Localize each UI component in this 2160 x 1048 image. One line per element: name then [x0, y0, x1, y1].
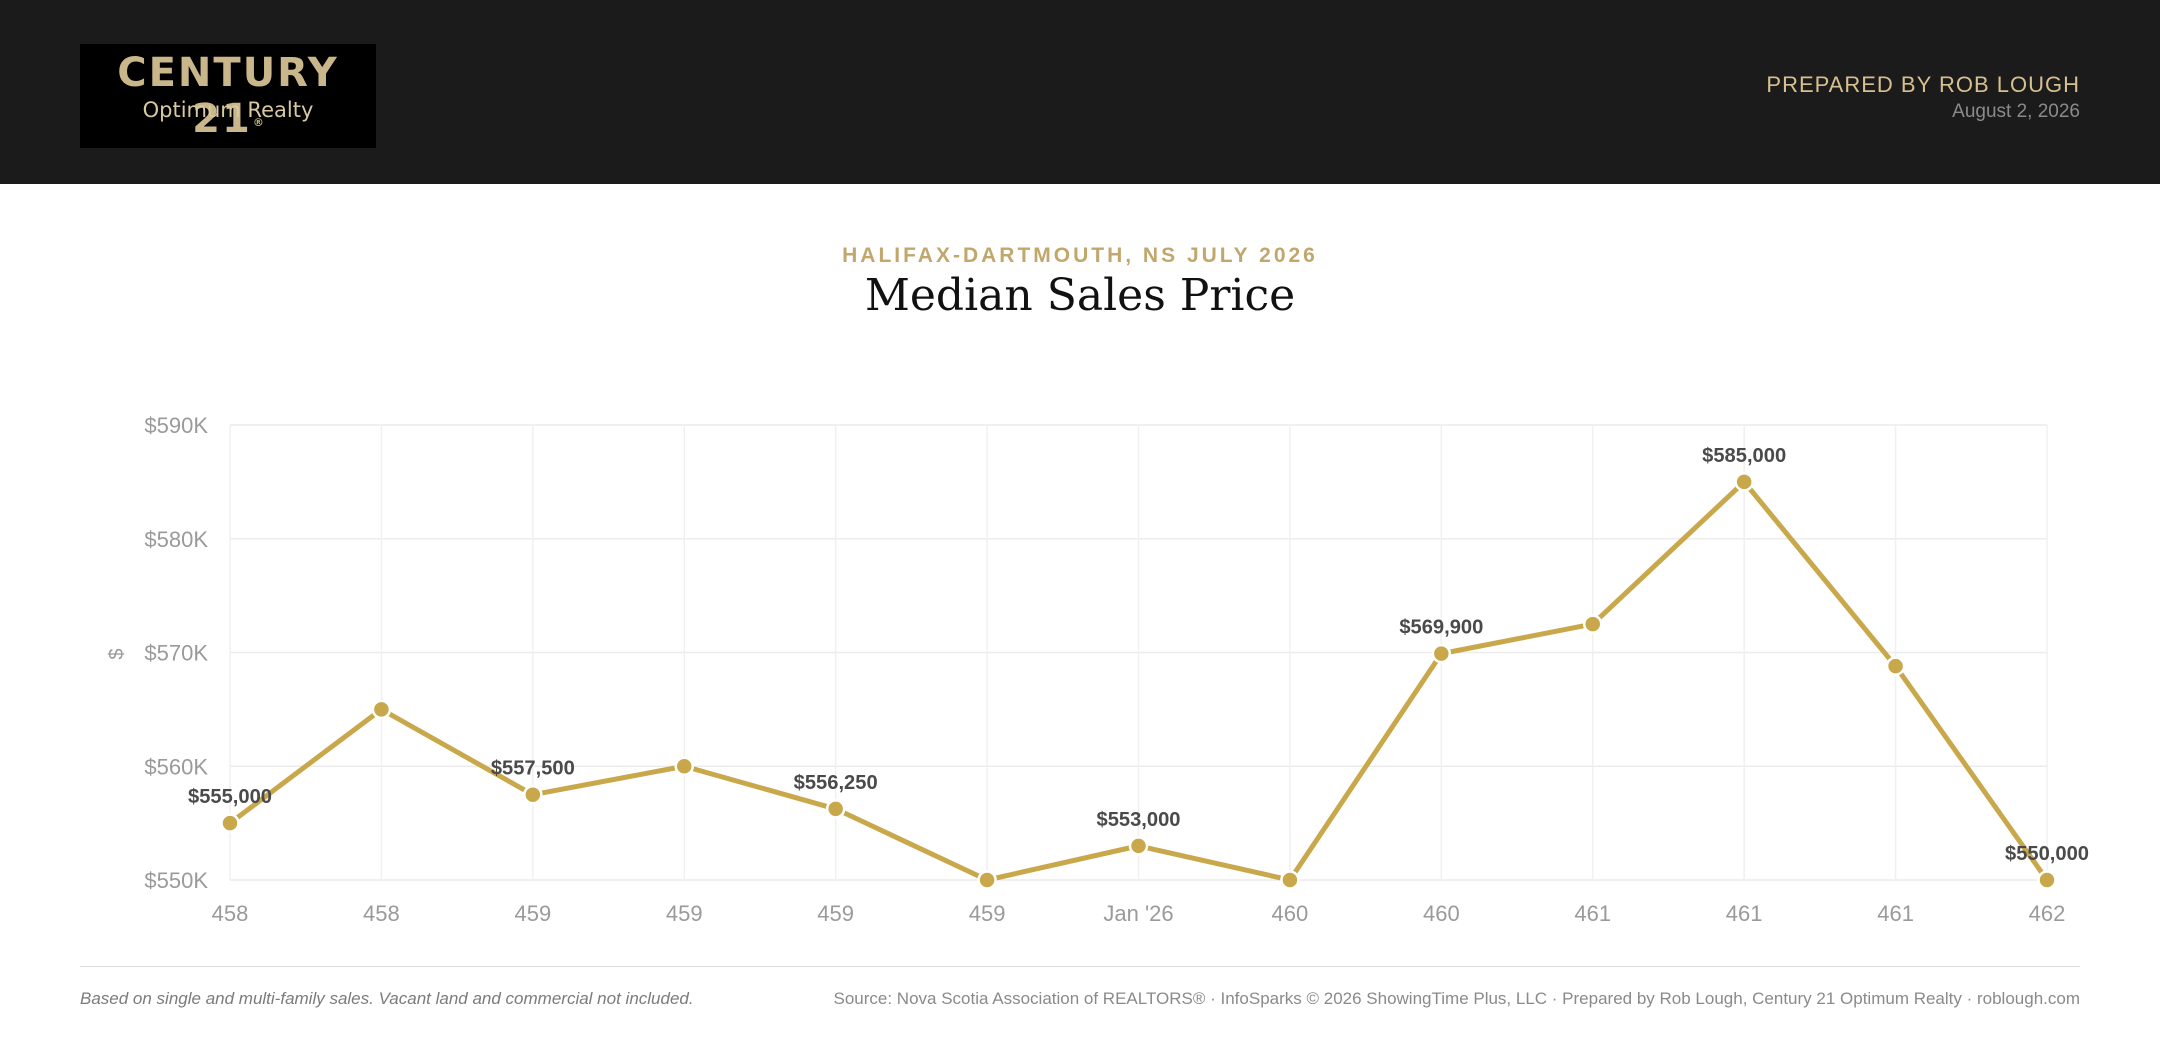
y-tick-label: $590K: [144, 413, 208, 438]
x-tick-label: 459: [514, 901, 551, 926]
footer-source: Source: Nova Scotia Association of REALT…: [833, 989, 2081, 1008]
footer-note: Based on single and multi-family sales. …: [80, 989, 694, 1008]
x-tick-label: 458: [212, 901, 249, 926]
data-label: $555,000: [188, 786, 272, 808]
chart-subtitle: HALIFAX-DARTMOUTH, NS JULY 2026: [842, 244, 1318, 267]
y-tick-label: $570K: [144, 641, 208, 666]
logo-office-name: Optimum Realty: [142, 98, 314, 122]
x-tick-label: 461: [1726, 901, 1763, 926]
median-price-line-chart: $550K $560K $570K $580K $590K 458 458 459 459 459…: [106, 413, 2089, 926]
y-axis-label: $: [106, 648, 128, 659]
y-tick-label: $560K: [144, 754, 208, 779]
x-tick-label: 459: [666, 901, 703, 926]
data-point: [220, 813, 240, 833]
data-point: [674, 756, 694, 776]
data-point: [1128, 836, 1149, 856]
data-point: [825, 799, 846, 819]
data-point: [1431, 643, 1452, 664]
x-tick-label: 458: [363, 901, 400, 926]
data-label: $553,000: [1097, 809, 1181, 831]
logo-brand: CENTURY 21®: [117, 50, 339, 142]
prepared-by-label: PREPARED BY ROB LOUGH: [1766, 72, 2080, 97]
x-tick-label: 462: [2029, 901, 2066, 926]
x-tick-label: Jan '26: [1103, 901, 1173, 926]
data-label: $556,250: [794, 772, 878, 794]
data-label: $585,000: [1702, 445, 1786, 467]
data-point: [1885, 656, 1906, 676]
data-point: [371, 699, 392, 720]
x-tick-label: 459: [969, 901, 1006, 926]
data-point: [1280, 870, 1300, 890]
data-point: [1583, 614, 1603, 634]
data-label: $569,900: [1399, 617, 1483, 639]
y-tick-label: $550K: [144, 868, 208, 893]
x-tick-label: 461: [1877, 901, 1914, 926]
x-tick-label: 461: [1574, 901, 1611, 926]
data-point: [1734, 472, 1754, 492]
data-point: [523, 784, 543, 805]
registered-mark: ®: [252, 116, 264, 129]
data-label: $550,000: [2005, 843, 2089, 865]
data-point: [977, 870, 997, 890]
x-tick-label: 459: [817, 901, 854, 926]
report-date: August 2, 2026: [1952, 101, 2080, 122]
x-tick-label: 460: [1423, 901, 1460, 926]
footer-divider: [80, 966, 2080, 967]
chart-title: Median Sales Price: [864, 270, 1296, 321]
x-tick-label: 460: [1272, 901, 1309, 926]
header-bar: CENTURY 21® Optimum Realty PREPARED BY R…: [0, 0, 2160, 184]
data-label: $557,500: [491, 758, 575, 780]
century21-logo: CENTURY 21® Optimum Realty: [80, 44, 376, 148]
data-point: [2037, 870, 2057, 890]
y-tick-label: $580K: [144, 527, 208, 552]
